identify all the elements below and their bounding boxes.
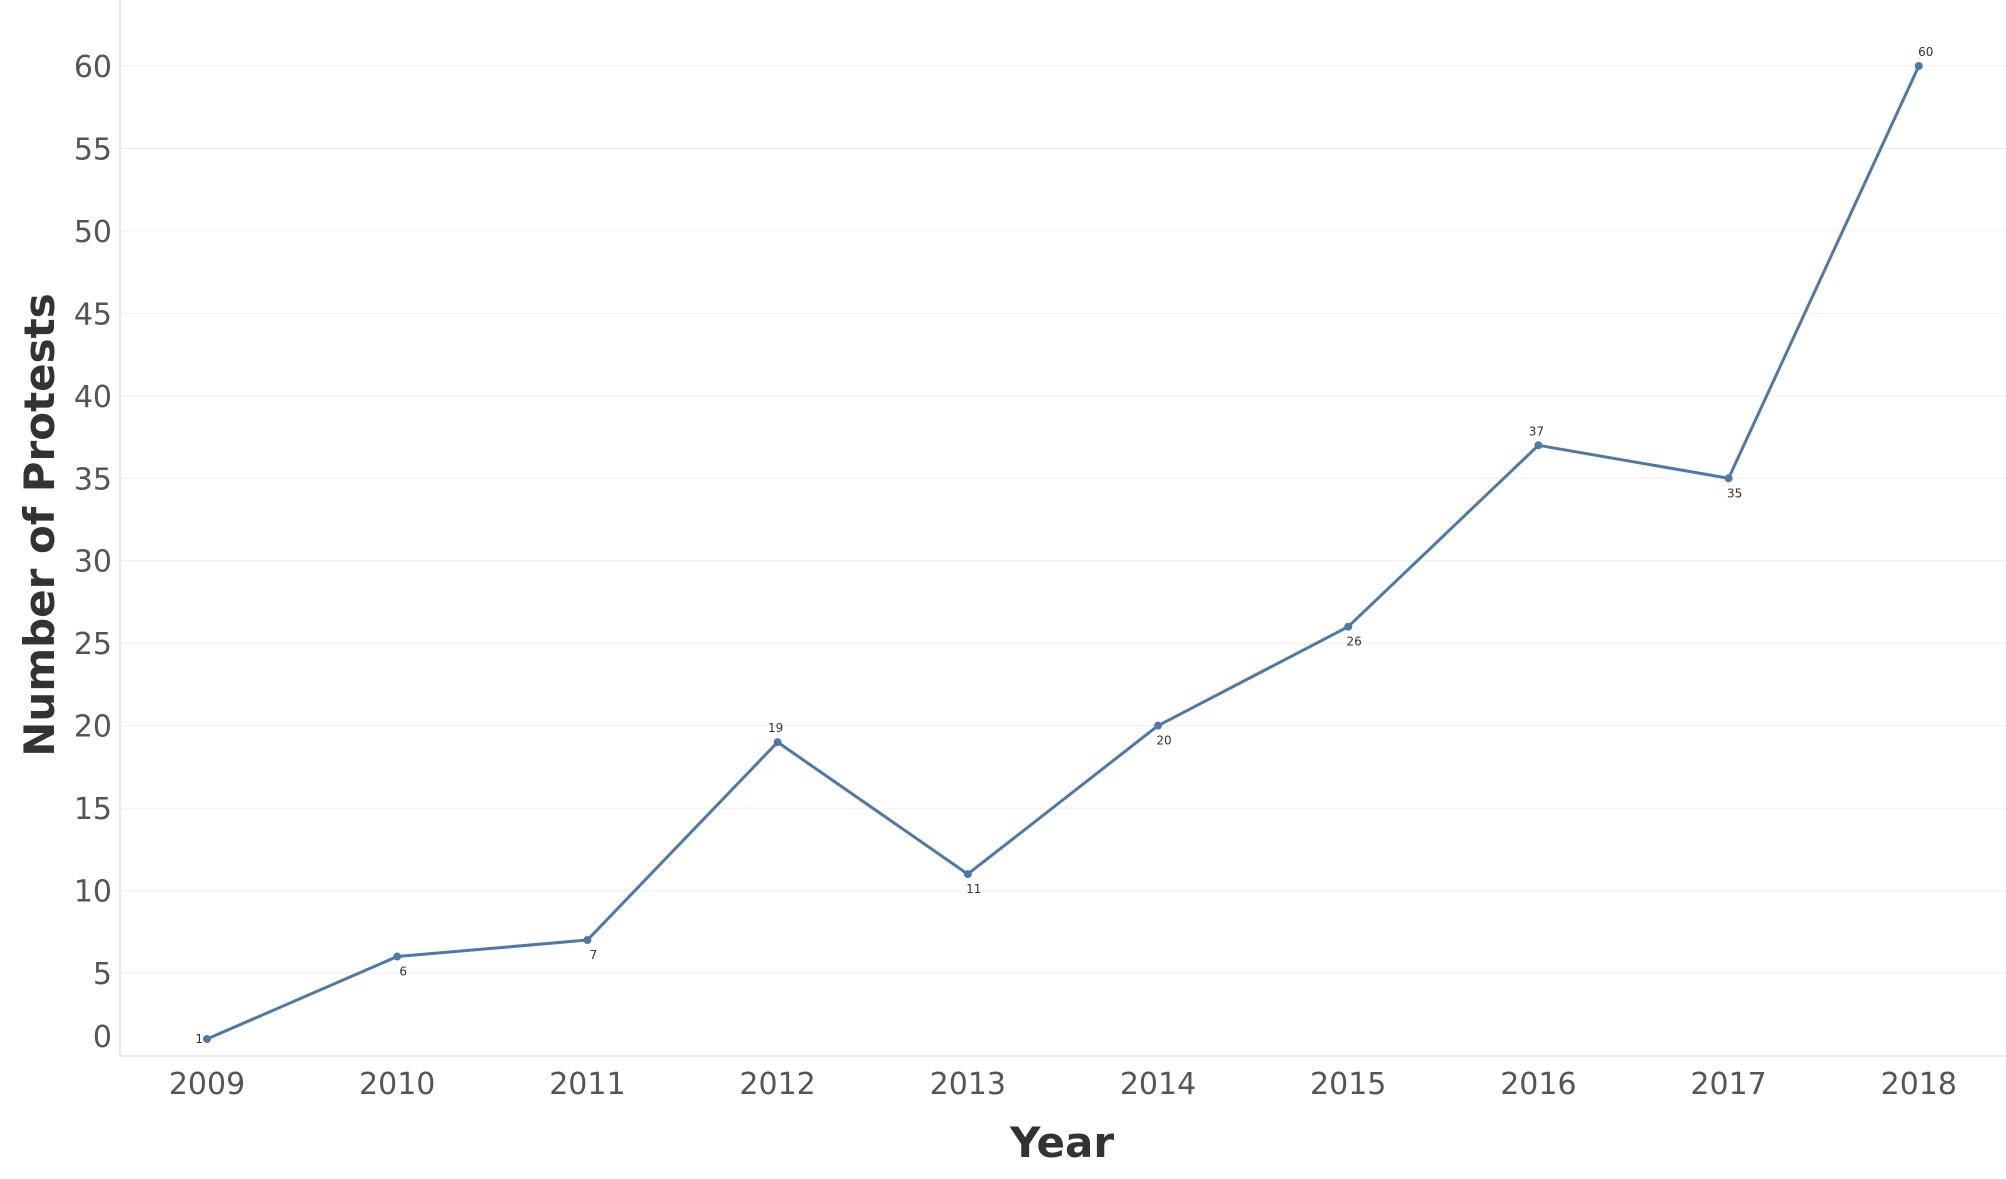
- x-tick-label-2016: 2016: [1500, 1067, 1576, 1102]
- data-point-2010: [393, 952, 402, 961]
- data-point-2018: [1914, 62, 1923, 70]
- y-tick-label-0: 0: [93, 1020, 112, 1055]
- y-axis-title: Number of Protests: [15, 293, 64, 756]
- y-tick-label-10: 10: [74, 875, 112, 910]
- data-point-2014: [1154, 721, 1162, 730]
- series-line: [206, 65, 1921, 1041]
- x-tick-labels: 2009 2010 2011 2012 2013 2014 2015 2016 2017 2018: [169, 1067, 1957, 1102]
- data-point-2012: [773, 738, 782, 747]
- data-label-2016: 37: [1529, 424, 1544, 438]
- y-tick-labels: 0 5 10 15 20 25 30 35 40 45 50 55 60: [74, 50, 112, 1055]
- data-label-2014: 20: [1156, 734, 1171, 748]
- data-point-2013: [963, 870, 972, 879]
- x-tick-label-2009: 2009: [169, 1067, 245, 1102]
- y-tick-label-50: 50: [74, 215, 112, 250]
- y-tick-label-35: 35: [74, 462, 112, 497]
- data-label-2015: 26: [1347, 635, 1362, 649]
- data-point-2009: [203, 1035, 211, 1043]
- data-point-2011: [583, 936, 592, 945]
- y-tick-label-60: 60: [74, 50, 112, 85]
- y-tick-label-5: 5: [93, 957, 112, 992]
- y-tick-label-40: 40: [74, 380, 112, 415]
- x-tick-label-2011: 2011: [549, 1067, 625, 1102]
- y-tick-label-25: 25: [74, 627, 112, 662]
- data-label-2018: 60: [1918, 45, 1933, 59]
- x-tick-label-2013: 2013: [930, 1067, 1006, 1102]
- gridlines: [120, 65, 2006, 974]
- series-protests: [203, 62, 1923, 1043]
- y-tick-label-30: 30: [74, 545, 112, 580]
- data-label-2009: 1: [195, 1032, 203, 1046]
- x-tick-label-2017: 2017: [1690, 1067, 1766, 1102]
- data-label-2010: 6: [399, 965, 407, 979]
- data-labels: 1 6 7 19 11 20 26 37 35 60: [195, 45, 1933, 1046]
- y-tick-label-15: 15: [74, 792, 112, 827]
- data-point-2015: [1344, 622, 1353, 631]
- x-tick-label-2014: 2014: [1120, 1067, 1196, 1102]
- data-point-2017: [1724, 474, 1733, 483]
- data-label-2012: 19: [768, 721, 783, 735]
- y-tick-label-55: 55: [74, 132, 112, 167]
- x-tick-label-2010: 2010: [359, 1067, 435, 1102]
- x-tick-label-2015: 2015: [1310, 1067, 1386, 1102]
- data-label-2013: 11: [966, 882, 981, 896]
- y-tick-label-20: 20: [74, 710, 112, 745]
- x-tick-label-2012: 2012: [739, 1067, 815, 1102]
- x-tick-label-2018: 2018: [1881, 1067, 1957, 1102]
- x-axis-title: Year: [1009, 1118, 1114, 1167]
- data-label-2017: 35: [1727, 486, 1742, 500]
- data-point-2016: [1534, 441, 1543, 450]
- data-label-2011: 7: [590, 948, 598, 962]
- y-tick-label-45: 45: [74, 297, 112, 332]
